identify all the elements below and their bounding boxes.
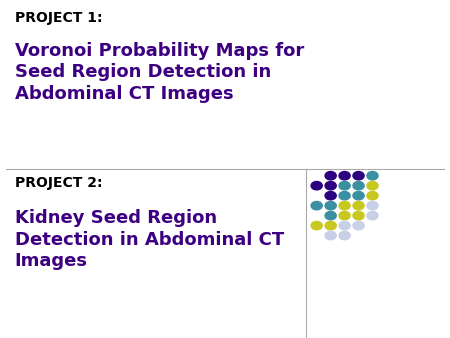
Text: PROJECT 2:: PROJECT 2: [15, 176, 102, 190]
Circle shape [353, 201, 364, 210]
Circle shape [367, 171, 378, 180]
Circle shape [311, 182, 322, 190]
Text: Kidney Seed Region
Detection in Abdominal CT
Images: Kidney Seed Region Detection in Abdomina… [15, 209, 284, 270]
Text: Voronoi Probability Maps for
Seed Region Detection in
Abdominal CT Images: Voronoi Probability Maps for Seed Region… [15, 42, 304, 103]
Circle shape [353, 221, 364, 230]
Circle shape [325, 232, 336, 240]
Text: PROJECT 1:: PROJECT 1: [15, 11, 102, 25]
Circle shape [339, 191, 350, 200]
Circle shape [325, 171, 336, 180]
Circle shape [339, 201, 350, 210]
Circle shape [339, 182, 350, 190]
Circle shape [339, 221, 350, 230]
Circle shape [339, 171, 350, 180]
Circle shape [367, 191, 378, 200]
Circle shape [311, 201, 322, 210]
Circle shape [325, 221, 336, 230]
Circle shape [325, 212, 336, 220]
Circle shape [367, 201, 378, 210]
Circle shape [353, 171, 364, 180]
Circle shape [311, 221, 322, 230]
Circle shape [353, 182, 364, 190]
Circle shape [339, 212, 350, 220]
Circle shape [325, 191, 336, 200]
Circle shape [339, 232, 350, 240]
Circle shape [353, 212, 364, 220]
Circle shape [367, 182, 378, 190]
Circle shape [325, 182, 336, 190]
Circle shape [367, 212, 378, 220]
Circle shape [325, 201, 336, 210]
Circle shape [353, 191, 364, 200]
